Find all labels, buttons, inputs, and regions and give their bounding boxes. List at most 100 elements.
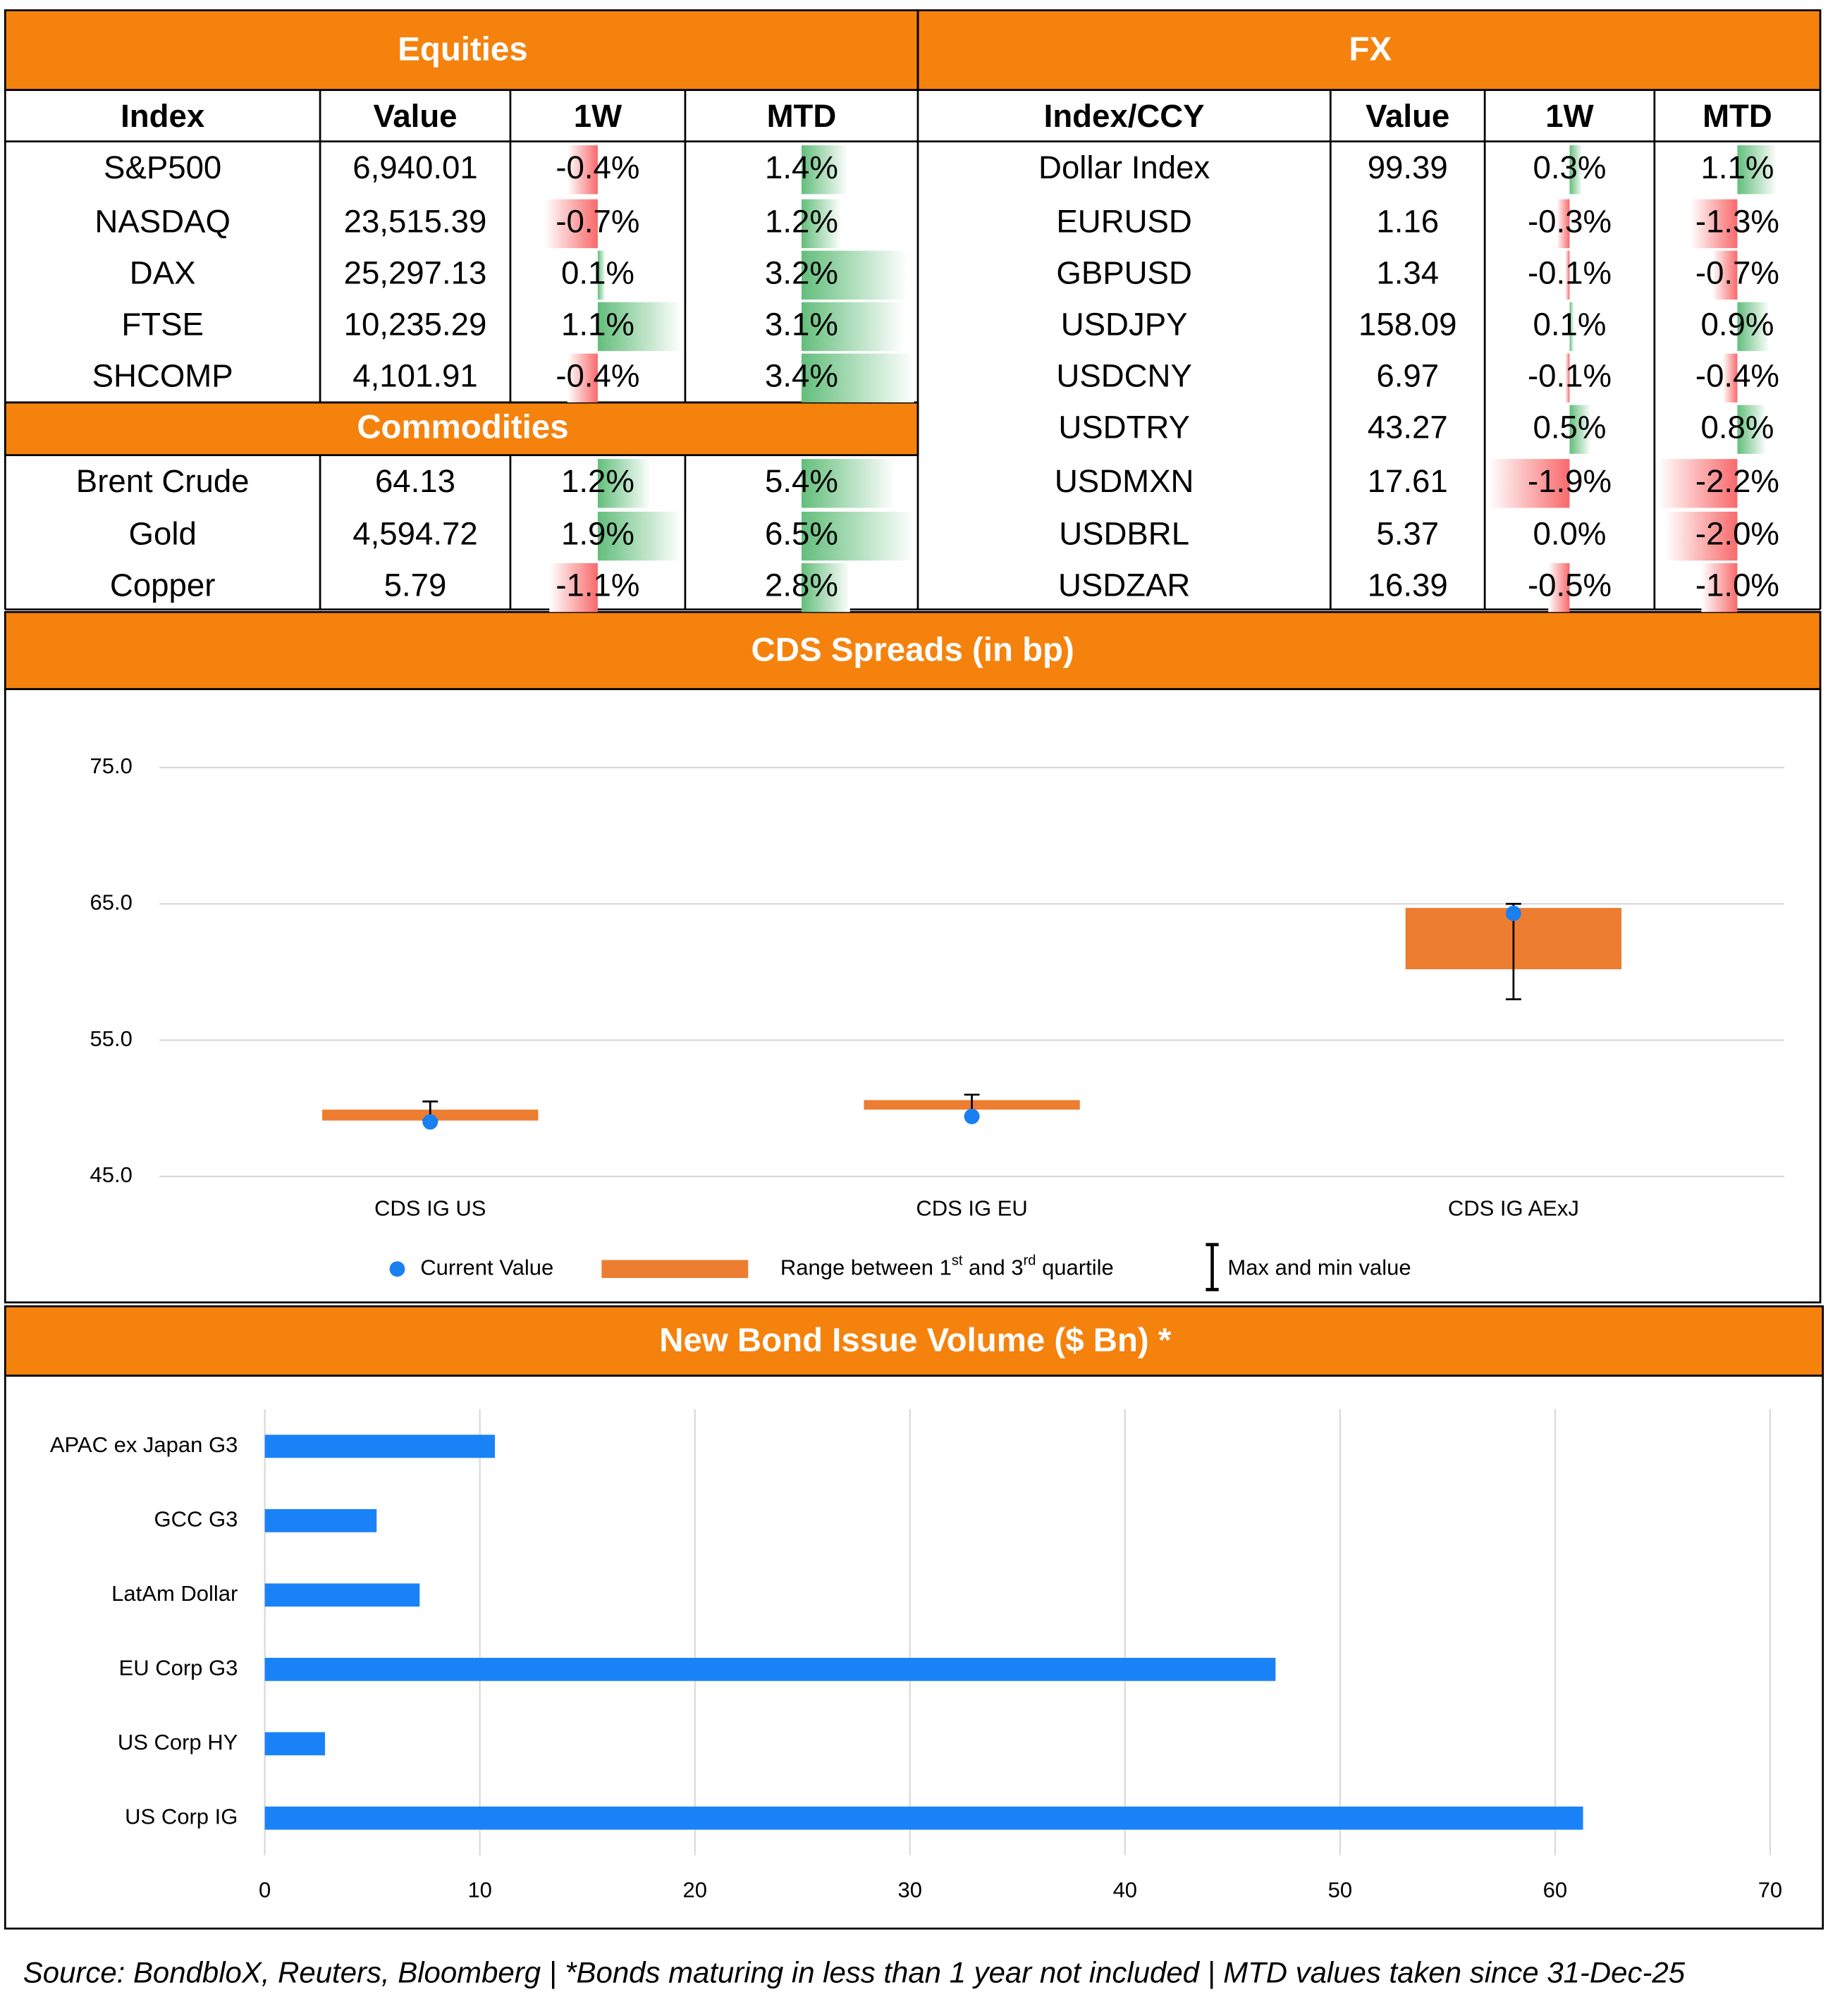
cell: 99.39 [1368,149,1448,185]
column-header: Index [121,98,205,134]
data-bar [597,302,682,351]
legend-marker [1206,1243,1219,1291]
y-tick-label: LatAm Dollar [111,1581,238,1606]
x-tick-label: 20 [682,1877,706,1902]
bar [264,1806,1583,1830]
cell: -0.3% [1528,203,1612,239]
x-tick-label: 60 [1543,1877,1567,1902]
y-tick-label: 65.0 [90,890,132,914]
cell: 3.1% [765,306,838,342]
cell: 1.2% [765,203,838,239]
column-header: 1W [1545,98,1593,134]
current-dot [964,1108,980,1124]
data-bar [1548,563,1570,613]
x-tick-label: CDS IG EU [916,1196,1027,1221]
cell: 25,297.13 [344,254,487,290]
cell: Dollar Index [1038,149,1210,185]
legend-label: Current Value [420,1255,553,1279]
x-tick-label: CDS IG US [374,1196,486,1221]
data-bar [1557,199,1570,249]
cell: 1.1% [561,306,634,342]
cell: Copper [110,567,215,603]
data-bar [544,199,598,249]
cell: 1.9% [561,516,634,552]
data-bar [801,199,842,249]
cell: USDZAR [1058,567,1190,603]
cell: Gold [129,516,197,552]
section-title: Commodities [357,409,568,446]
data-bar [1565,250,1570,300]
cell: 4,101.91 [352,357,477,393]
x-tick-label: 30 [898,1877,922,1902]
cell: 3.2% [765,254,838,290]
cell: 5.37 [1376,516,1439,552]
cell: -1.9% [1528,463,1612,499]
cell: 43.27 [1368,409,1448,445]
data-bar [1712,250,1738,300]
chart-frame [4,1375,1824,1930]
cell: 17.61 [1368,463,1448,499]
data-bar [801,459,895,508]
chart-title: New Bond Issue Volume ($ Bn) * [659,1322,1172,1359]
data-bar [597,250,606,300]
x-tick-label: CDS IG AExJ [1448,1196,1579,1221]
cell: 0.0% [1533,516,1607,552]
bar [264,1732,326,1756]
section-title: Equities [398,30,527,68]
cell: -0.7% [556,203,639,239]
y-tick-label: US Corp IG [125,1804,238,1828]
header-band [4,610,1822,691]
data-bar [801,302,904,351]
cell: 23,515.39 [344,203,487,239]
x-tick-label: 40 [1113,1877,1137,1902]
cell: USDCNY [1056,357,1191,393]
cell: 1.4% [765,149,838,185]
data-bar [1737,145,1777,195]
data-bar [549,563,598,613]
cell: 158.09 [1358,306,1456,342]
cell: EURUSD [1056,203,1191,239]
cell: S&P500 [104,149,221,185]
data-bar [801,250,908,300]
cell: 0.5% [1533,409,1607,445]
data-bar [567,353,598,402]
data-bar [1569,145,1583,195]
cell: -1.0% [1695,567,1779,603]
cell: NASDAQ [94,203,230,239]
cell: USDBRL [1059,516,1189,552]
cell: 6.97 [1376,357,1439,393]
bar [264,1434,496,1458]
header-band [916,9,1822,92]
cell: 0.9% [1701,306,1774,342]
bar [264,1583,420,1607]
cell: GBPUSD [1056,254,1191,290]
layout [4,9,1824,1930]
column-header: MTD [1703,98,1772,134]
cell: 1.16 [1376,203,1439,239]
cell: -2.2% [1695,463,1779,499]
cell: 5.79 [384,567,447,603]
data-bar [801,145,848,195]
cell: -0.7% [1695,254,1779,290]
header-row [4,89,1822,143]
cell: 1.34 [1376,254,1439,290]
cell: SHCOMP [92,357,233,393]
cell: 0.8% [1701,409,1774,445]
current-dot [1505,905,1521,921]
data-bar [1569,405,1591,454]
data-bar [801,353,914,402]
cell: 6,940.01 [352,149,477,185]
header-band [4,9,919,92]
cell: -1.3% [1695,203,1779,239]
data-bar [1737,405,1767,454]
cell: -0.1% [1528,357,1612,393]
x-tick-label: 0 [259,1877,271,1902]
cell: -2.0% [1695,516,1779,552]
column-header: 1W [574,98,622,134]
data-bar [597,511,682,561]
x-tick-label: 70 [1758,1877,1782,1902]
data-bar [567,145,598,195]
